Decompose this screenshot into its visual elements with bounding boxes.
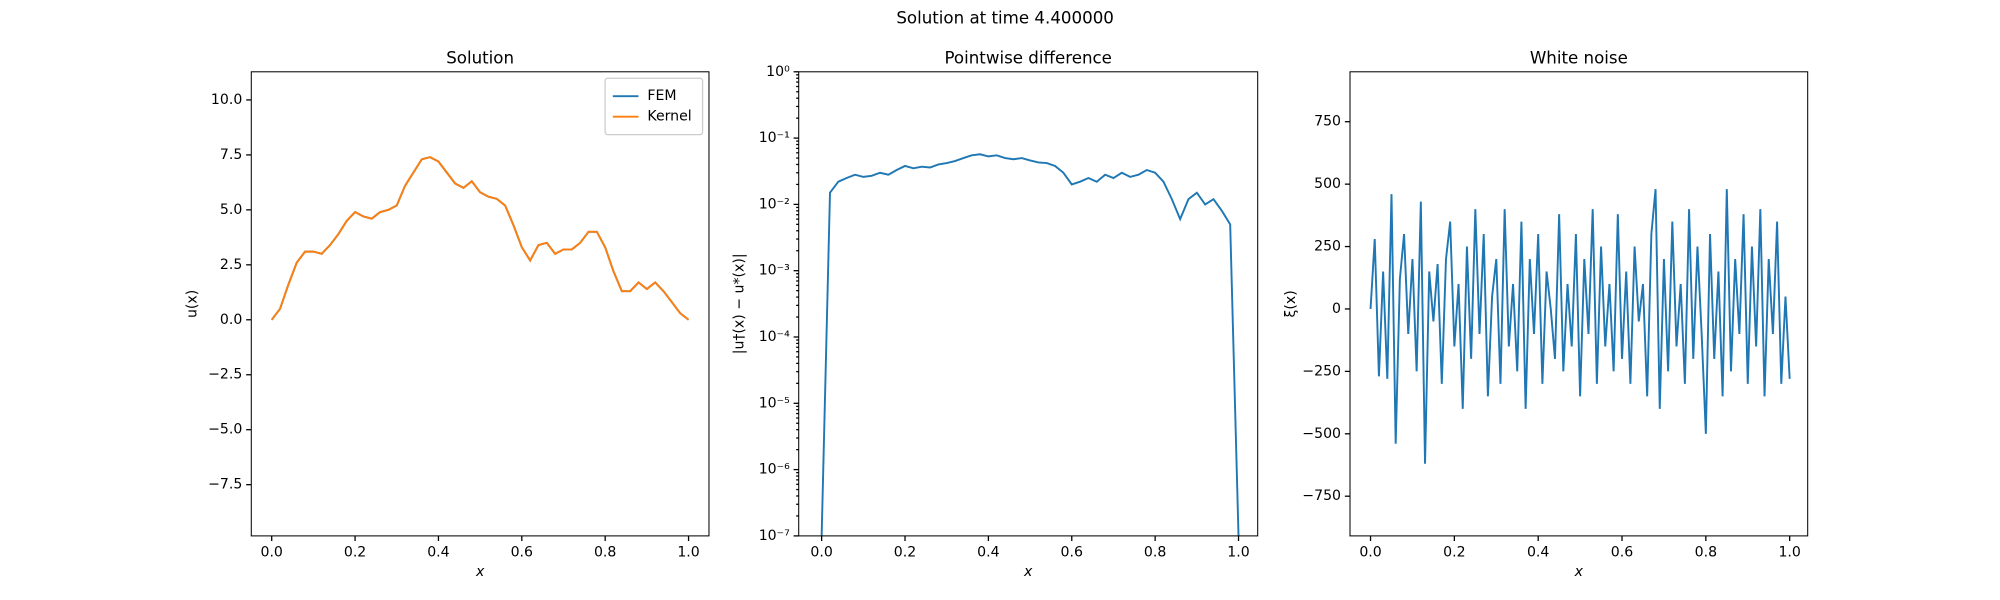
y-tick-label: 5.0 [220,202,242,218]
y-tick-label: 10⁻³ [759,263,790,279]
x-tick-label: 0.4 [977,545,999,561]
y-tick-label: 500 [1314,176,1341,192]
axes-frame [250,71,710,537]
x-tick-label: 0.4 [427,545,449,561]
y-tick-label: −500 [1302,426,1341,442]
subplot-title: Pointwise difference [944,48,1111,67]
legend-label: Kernel [647,109,691,125]
y-tick-label: 10⁻⁷ [759,528,790,544]
legend-box [604,77,704,136]
y-tick-label: 10⁻² [759,196,790,212]
x-axis-label: x [1023,564,1033,580]
y-tick-label: −2.5 [208,367,242,383]
y-tick-label: 10⁻⁵ [759,395,790,411]
figure-title: Solution at time 4.400000 [896,9,1114,28]
subplot-title: White noise [1530,48,1628,67]
x-tick-label: 0.6 [1611,545,1633,561]
x-tick-label: 0.0 [1359,545,1381,561]
data-line [1369,189,1791,464]
y-tick-label: 750 [1314,114,1341,130]
x-tick-label: 0.2 [894,545,916,561]
y-tick-label: 2.5 [220,257,242,273]
y-tick-label: 7.5 [220,147,242,163]
x-tick-label: 1.0 [1227,545,1249,561]
y-tick-label: −7.5 [208,477,242,493]
x-tick-label: 0.8 [1144,545,1166,561]
x-tick-label: 0.6 [1061,545,1083,561]
x-axis-label: x [475,564,485,580]
y-tick-label: −250 [1302,363,1341,379]
subplot-title: Solution [446,48,514,67]
y-tick-label: 10⁻⁶ [759,462,790,478]
y-tick-label: 0.0 [220,312,242,328]
y-tick-label: 0 [1332,301,1341,317]
x-tick-label: 0.2 [1443,545,1465,561]
y-axis-label: ξ(x) [1283,290,1299,317]
axes-frame [1349,71,1809,537]
x-tick-label: 1.0 [677,545,699,561]
x-tick-label: 0.8 [1695,545,1717,561]
x-tick-label: 0.8 [594,545,616,561]
y-tick-label: 10⁻¹ [759,130,790,146]
y-tick-label: 10.0 [211,92,242,108]
y-tick-label: 10⁰ [766,64,790,80]
x-tick-label: 0.2 [344,545,366,561]
x-axis-label: x [1574,564,1584,580]
x-tick-label: 0.4 [1527,545,1549,561]
axes-frame [798,71,1259,537]
x-tick-label: 0.0 [810,545,832,561]
y-tick-label: 250 [1314,239,1341,255]
y-tick-label: −750 [1302,488,1341,504]
y-axis-label: u(x) [184,290,200,318]
legend-label: FEM [647,88,676,104]
y-tick-label: 10⁻⁴ [759,329,790,345]
x-tick-label: 0.6 [511,545,533,561]
data-line [270,156,690,321]
y-axis-label: |u†(x) − u*(x)| [732,253,748,354]
y-tick-label: −5.0 [208,422,242,438]
x-tick-label: 1.0 [1778,545,1800,561]
data-line [820,153,1240,536]
x-tick-label: 0.0 [260,545,282,561]
